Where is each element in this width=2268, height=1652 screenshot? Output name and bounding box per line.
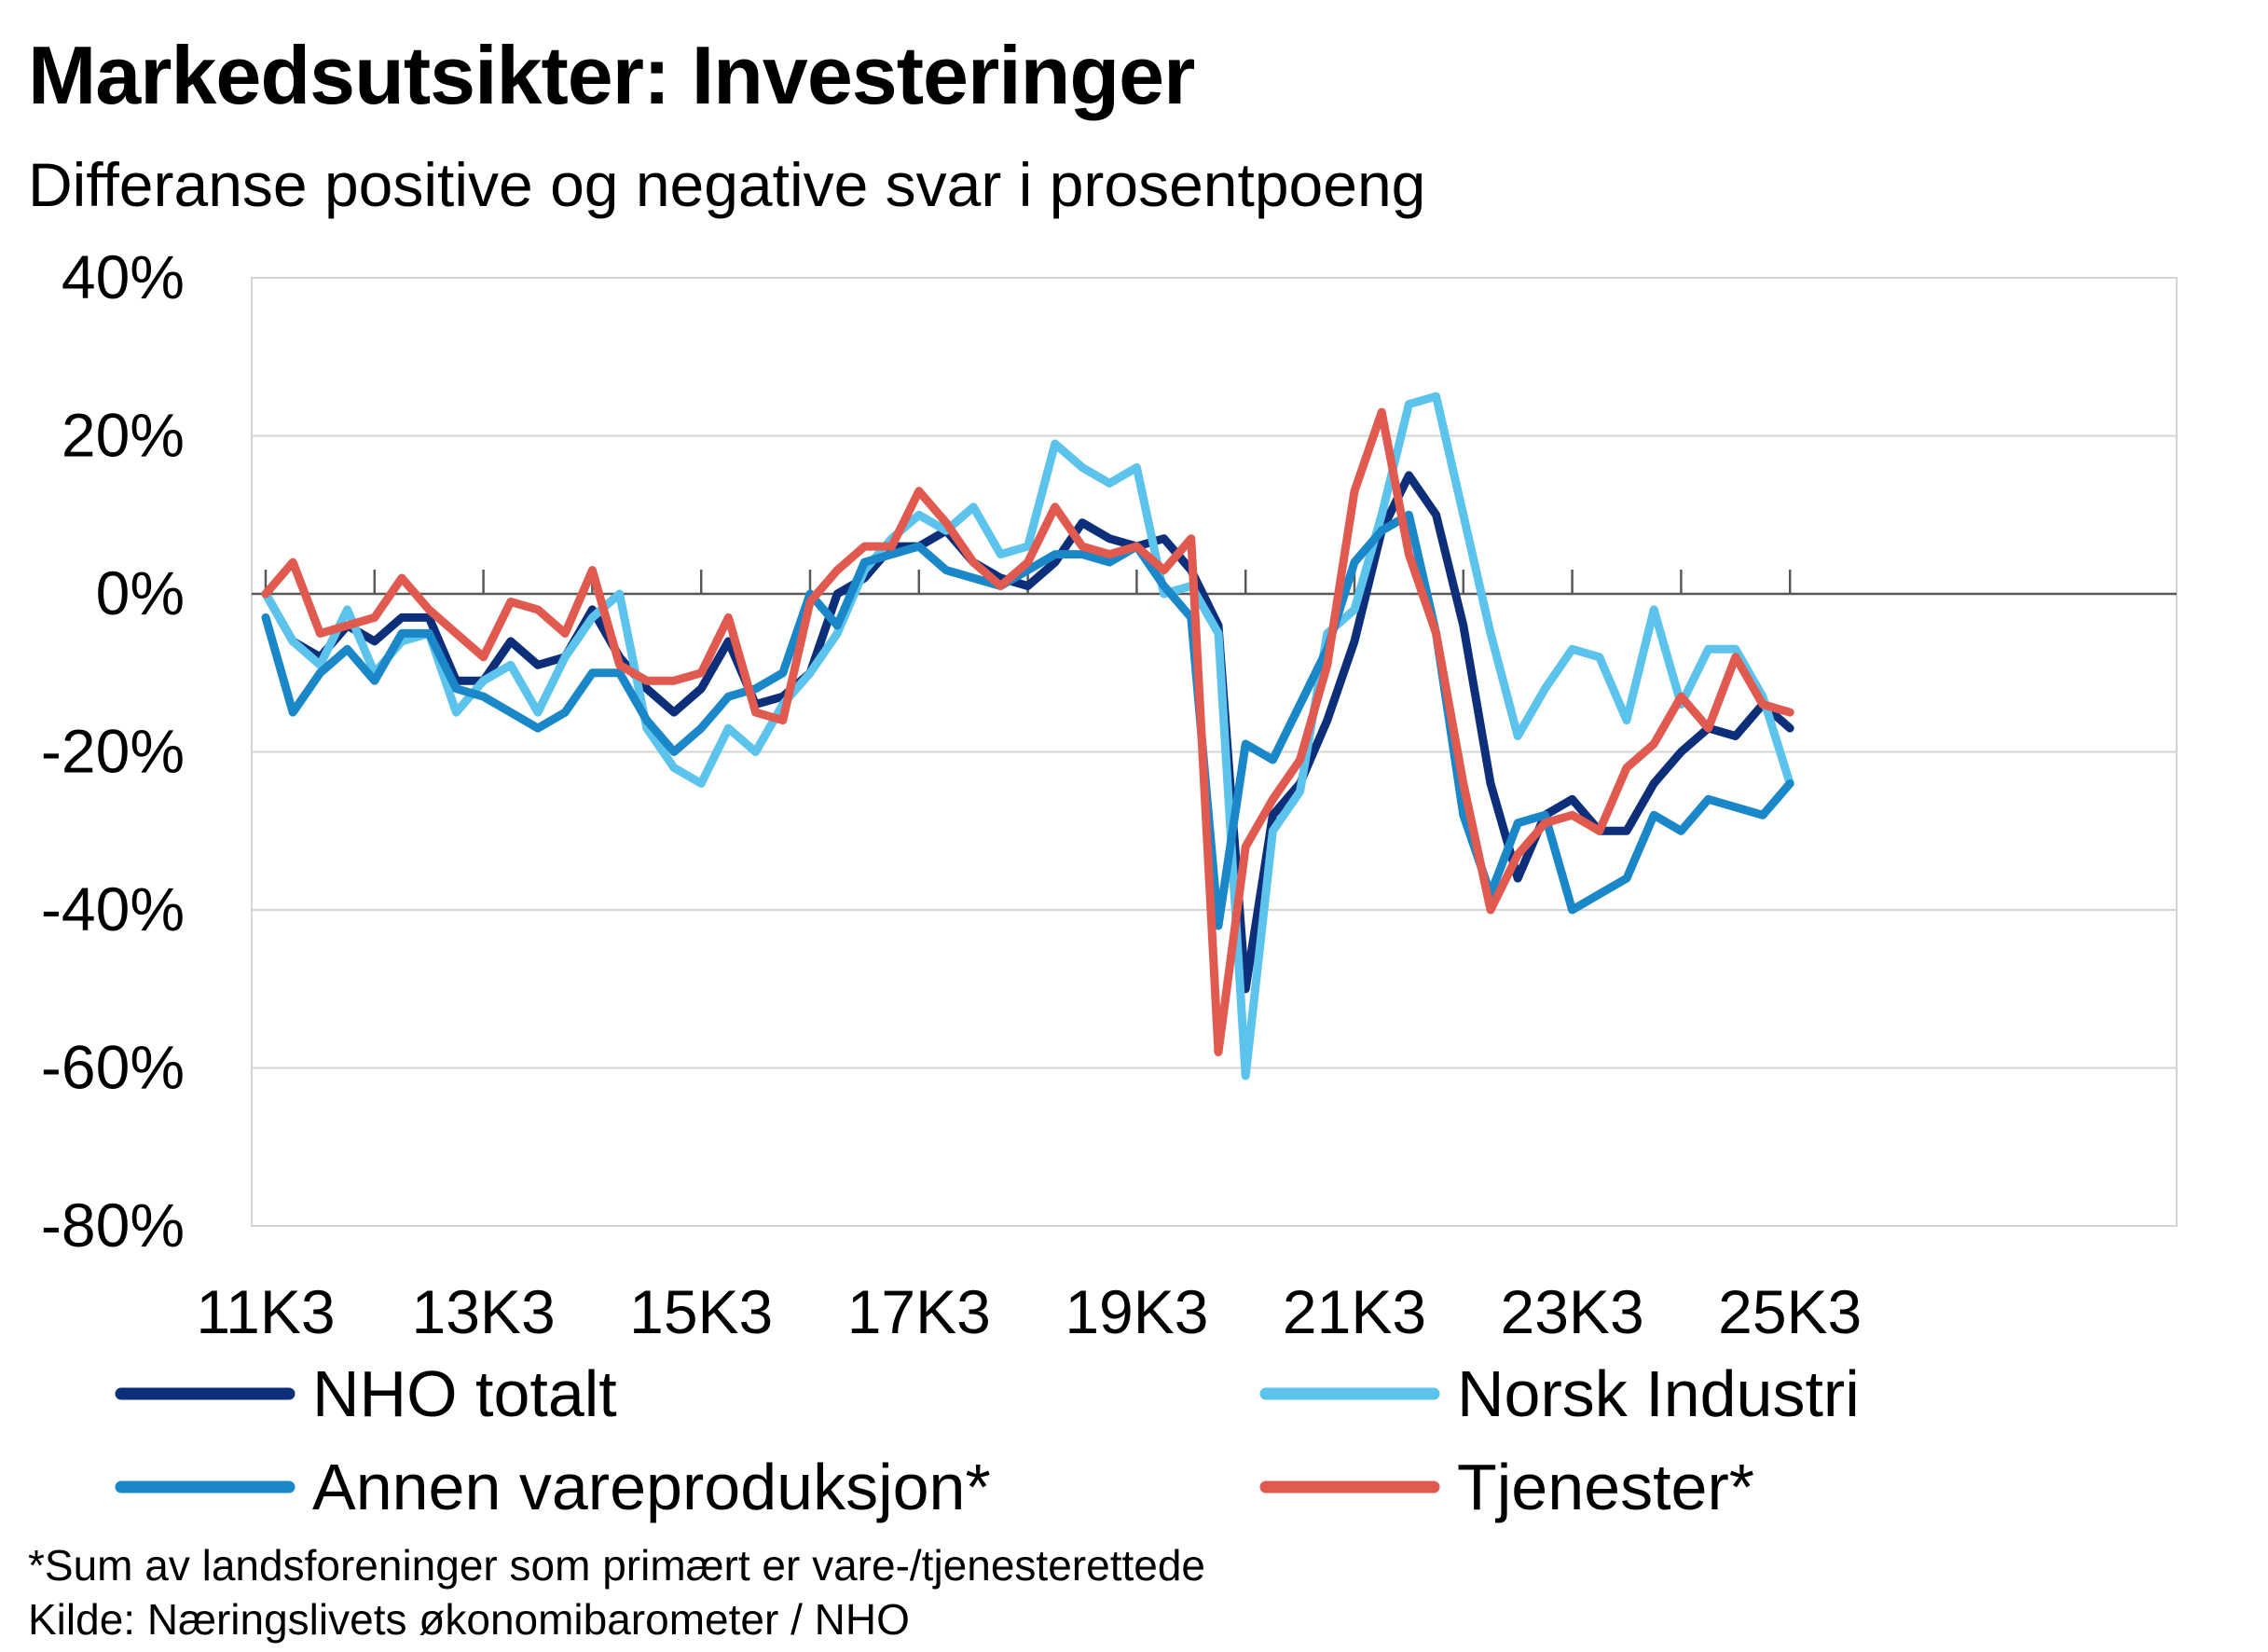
- y-tick-label: 40%: [62, 242, 185, 311]
- x-tick-label: 21K3: [1283, 1277, 1426, 1346]
- y-tick-label: -60%: [41, 1033, 185, 1102]
- series-line-1: [261, 392, 1794, 1081]
- y-tick-label: 0%: [96, 558, 185, 627]
- x-tick-label: 17K3: [847, 1277, 991, 1346]
- x-tick-label: 13K3: [412, 1277, 556, 1346]
- x-tick-label: 15K3: [629, 1277, 773, 1346]
- y-tick-label: -80%: [41, 1191, 185, 1260]
- plot-area-border: [251, 277, 2178, 1227]
- series-line-0: [261, 471, 1794, 994]
- series-line-3: [261, 407, 1794, 1056]
- chart-subtitle: Differanse positive og negative svar i p…: [28, 150, 1426, 219]
- x-axis: [252, 570, 2177, 596]
- x-tick-labels: 11K3 13K3 15K3 17K3 19K3 21K3 23K3 25K3: [196, 1277, 1862, 1346]
- legend: NHO totalt Norsk Industri Annen vareproduk…: [115, 1357, 1860, 1523]
- legend-label: Norsk Industri: [1457, 1357, 1860, 1430]
- series-line-2: [261, 510, 1794, 930]
- y-tick-label: -20%: [41, 717, 185, 786]
- chart-title: Markedsutsikter: Investeringer: [28, 29, 1195, 121]
- legend-label: Annen vareproduksjon*: [312, 1451, 991, 1523]
- series-lines: [261, 392, 1794, 1081]
- y-tick-label: -40%: [41, 874, 185, 943]
- footnote-note: *Sum av landsforeninger som primært er v…: [28, 1541, 1206, 1590]
- legend-label: Tjenester*: [1457, 1451, 1754, 1523]
- gridlines: [252, 277, 2177, 1227]
- y-tick-label: 20%: [62, 401, 185, 470]
- footnote-source: Kilde: Næringslivets økonomibarometer / …: [28, 1595, 910, 1644]
- y-tick-labels: 40% 20% 0% -20% -40% -60% -80%: [41, 242, 185, 1260]
- legend-label: NHO totalt: [312, 1357, 617, 1430]
- x-tick-label: 11K3: [196, 1277, 335, 1346]
- x-tick-label: 23K3: [1501, 1277, 1644, 1346]
- x-tick-label: 19K3: [1065, 1277, 1208, 1346]
- x-tick-label: 25K3: [1718, 1277, 1862, 1346]
